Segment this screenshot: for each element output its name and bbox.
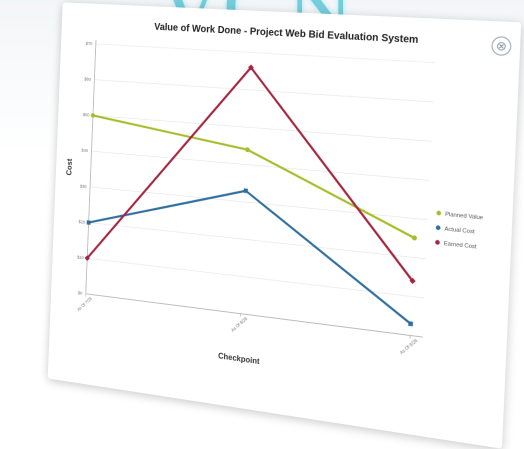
gridline [90, 187, 428, 220]
y-axis-title: Cost [65, 158, 74, 176]
data-point [91, 113, 95, 118]
y-tick-label: $60 [84, 76, 91, 81]
data-point [408, 321, 413, 326]
series-line [89, 115, 418, 238]
chart-card: ⊗ Value of Work Done - Project Web Bid E… [48, 2, 522, 448]
x-tick-label: As Of 9/26 [398, 337, 419, 355]
data-point [87, 220, 91, 225]
y-tick-label: $50 [83, 112, 90, 118]
legend-marker [436, 225, 441, 230]
gridline [96, 44, 435, 63]
x-tick-label: As Of 7/26 [76, 295, 93, 312]
line-chart: $0 $10 $20 $30 $40 $50 $60 $70 As Of 7/26 As Of 8… [48, 2, 522, 448]
y-tick-label: $20 [79, 219, 86, 225]
series-line [86, 176, 416, 324]
y-tick-label: $30 [80, 183, 87, 189]
series-line [87, 58, 421, 296]
legend-marker [435, 240, 440, 245]
y-tick-label: $70 [86, 41, 93, 46]
x-axis [86, 294, 423, 337]
y-tick-label: $0 [78, 290, 83, 296]
legend-label: Planned Value [445, 211, 483, 221]
gridline [89, 223, 427, 259]
legend-label: Actual Cost [444, 226, 475, 236]
y-tick-label: $40 [81, 148, 88, 154]
gridline [93, 115, 431, 141]
legend-label: Earned Cost [444, 241, 478, 251]
data-point [244, 188, 248, 193]
y-tick-label: $10 [77, 254, 84, 260]
legend-marker [436, 211, 441, 216]
x-axis-title: Checkpoint [218, 351, 260, 366]
x-tick-label: As Of 8/26 [230, 315, 249, 332]
gridline [87, 258, 424, 298]
